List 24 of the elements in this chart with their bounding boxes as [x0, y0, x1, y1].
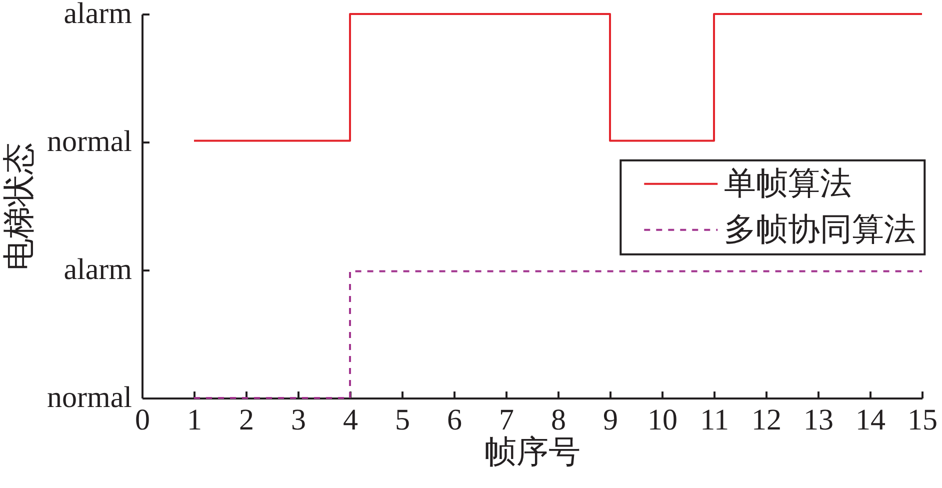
x-tick-label: 13: [804, 404, 834, 436]
text: alarm: [64, 0, 132, 30]
x-tick-label: 8: [551, 404, 566, 436]
text: alarm: [64, 253, 132, 286]
x-tick-label: 2: [239, 404, 254, 436]
x-tick-label: 7: [499, 404, 514, 436]
legend-label: 单帧算法: [724, 164, 852, 201]
legend-label: 多帧协同算法: [724, 210, 916, 247]
x-tick-label: 12: [752, 404, 782, 436]
x-tick-label: 5: [395, 404, 410, 436]
x-tick-label: 6: [447, 404, 462, 436]
x-axis-title: 帧序号: [484, 434, 580, 470]
x-tick-label: 1: [187, 404, 202, 436]
x-tick-label: 15: [908, 404, 938, 436]
x-tick-label: 4: [343, 404, 358, 436]
x-tick-label: 0: [135, 404, 150, 436]
x-tick-label: 14: [856, 404, 886, 436]
x-tick-label: 10: [648, 404, 678, 436]
y-axis-title: 电梯状态: [0, 142, 36, 270]
x-tick-label: 3: [291, 404, 306, 436]
text: normal: [47, 381, 132, 414]
x-tick-label: 11: [700, 404, 729, 436]
text: normal: [47, 125, 132, 158]
x-tick-label: 9: [603, 404, 618, 436]
